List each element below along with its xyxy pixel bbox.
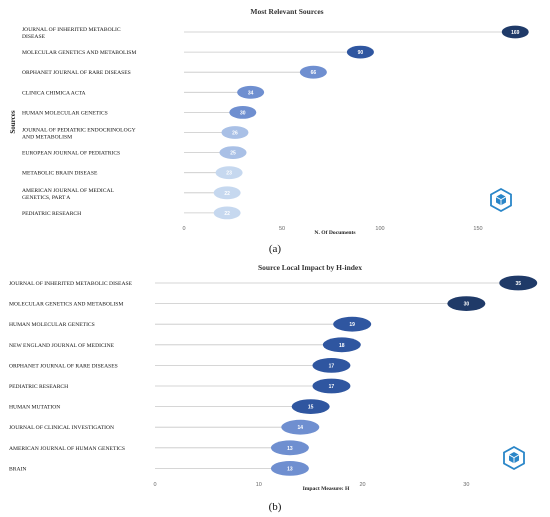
caption-b: (b) <box>269 501 282 513</box>
data-point <box>219 146 247 160</box>
data-label: 26 <box>232 130 238 136</box>
x-axis-label: Impact Measure: H <box>303 486 350 492</box>
data-label: 14 <box>298 425 304 431</box>
category-label: MOLECULAR GENETICS AND METABOLISM <box>22 50 136 56</box>
category-label: NEW ENGLAND JOURNAL OF MEDICINE <box>9 343 115 349</box>
data-label: 23 <box>226 171 232 177</box>
data-label: 17 <box>329 363 335 369</box>
data-point <box>281 419 320 435</box>
data-point <box>299 65 327 79</box>
category-label: METABOLIC BRAIN DISEASE <box>22 171 98 177</box>
data-point <box>213 206 241 220</box>
data-label: 34 <box>248 90 254 96</box>
data-point <box>346 45 374 59</box>
data-point <box>312 358 351 373</box>
caption-a: (a) <box>269 243 282 255</box>
data-label: 13 <box>287 466 293 472</box>
data-label: 19 <box>349 322 355 328</box>
data-label: 66 <box>311 70 317 76</box>
data-point <box>312 378 351 394</box>
x-axis-label: N. Of Documents <box>314 230 356 236</box>
data-point <box>499 275 538 291</box>
category-label: JOURNAL OF INHERITED METABOLIC DISEASE <box>9 281 133 287</box>
data-label: 30 <box>464 302 470 308</box>
x-tick-label: 0 <box>153 482 156 488</box>
data-label: 22 <box>224 191 230 197</box>
category-label: BRAIN <box>9 466 26 472</box>
category-label: HUMAN MUTATION <box>9 405 60 411</box>
data-point <box>213 186 241 200</box>
category-label: JOURNAL OF CLINICAL INVESTIGATION <box>9 425 114 431</box>
category-label: HUMAN MOLECULAR GENETICS <box>22 110 108 116</box>
data-label: 13 <box>287 446 293 452</box>
category-label: EUROPEAN JOURNAL OF PEDIATRICS <box>22 151 120 157</box>
data-label: 17 <box>329 384 335 390</box>
x-tick-label: 50 <box>279 226 285 232</box>
category-label: HUMAN MOLECULAR GENETICS <box>9 322 95 328</box>
data-label: 169 <box>511 30 520 36</box>
data-label: 35 <box>515 281 521 287</box>
chart-title: Source Local Impact by H-index <box>258 263 362 272</box>
data-point <box>447 296 486 311</box>
chart-panel-a: Most Relevant Sources Sources JOURNAL OF… <box>9 7 529 255</box>
data-point <box>221 126 249 139</box>
category-label: PEDIATRIC RESEARCH <box>22 211 81 217</box>
x-tick-label: 0 <box>182 226 185 232</box>
data-point <box>291 399 330 414</box>
package-cube-icon <box>503 445 525 471</box>
chart-panel-b: Source Local Impact by H-index JOURNAL O… <box>9 263 538 513</box>
category-label: AMERICAN JOURNAL OF MEDICAL GENETICS, PAR… <box>22 188 115 201</box>
y-axis-label: Sources <box>9 110 17 133</box>
data-label: 90 <box>358 50 364 56</box>
data-point <box>237 85 265 99</box>
data-label: 30 <box>240 110 246 116</box>
category-label: ORPHANET JOURNAL OF RARE DISEASES <box>22 70 131 76</box>
data-label: 15 <box>308 405 314 411</box>
category-label: AMERICAN JOURNAL OF HUMAN GENETICS <box>9 446 125 452</box>
data-point <box>501 25 529 39</box>
x-tick-label: 20 <box>360 482 366 488</box>
category-label: ORPHANET JOURNAL OF RARE DISEASES <box>9 363 118 369</box>
x-tick-label: 100 <box>375 226 384 232</box>
data-label: 22 <box>224 211 230 217</box>
data-point <box>333 316 372 332</box>
data-point <box>215 166 243 180</box>
data-label: 18 <box>339 343 345 349</box>
x-tick-label: 10 <box>256 482 262 488</box>
data-point <box>322 337 361 353</box>
category-label: CLINICA CHIMICA ACTA <box>22 90 86 96</box>
category-label: JOURNAL OF INHERITED METABOLIC DISEASE <box>22 27 121 40</box>
data-label: 25 <box>230 151 236 157</box>
category-label: PEDIATRIC RESEARCH <box>9 384 68 390</box>
package-cube-icon <box>490 187 512 213</box>
data-point <box>270 461 309 476</box>
x-tick-label: 150 <box>473 226 482 232</box>
x-tick-label: 30 <box>463 482 469 488</box>
data-point <box>229 106 257 119</box>
data-point <box>270 440 309 456</box>
category-label: MOLECULAR GENETICS AND METABOLISM <box>9 302 123 308</box>
chart-title: Most Relevant Sources <box>250 7 323 16</box>
category-label: JOURNAL OF PEDIATRIC ENDOCRINOLOGY AND ME… <box>22 128 136 141</box>
